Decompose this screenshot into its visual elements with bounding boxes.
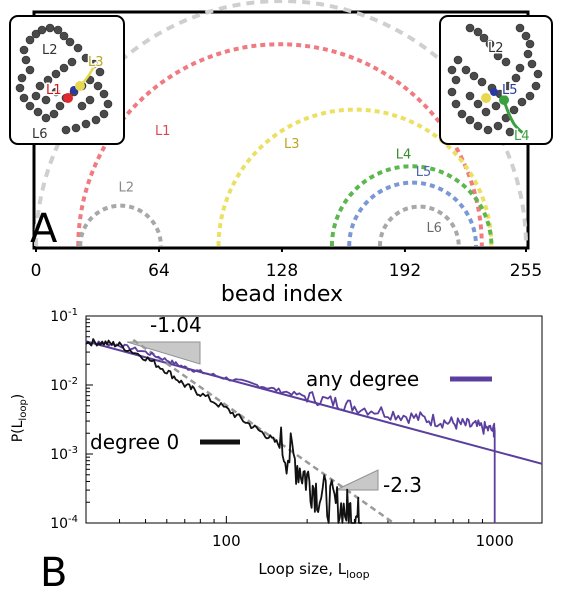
panel-b-frame <box>85 315 543 524</box>
panel-b-lines <box>85 338 543 525</box>
inset-right-blue-bead <box>490 88 498 96</box>
a-tick-label-128: 128 <box>266 261 298 281</box>
panel-b-ticks: 100 1000 10-1 10-2 10-3 10-4 <box>50 307 514 550</box>
inset-left-label-3: L1 <box>46 83 62 98</box>
b-y-tick-label: 10-1 <box>50 307 78 325</box>
inset-right: L2 L5 L4 <box>439 15 553 146</box>
inset-left-label-2: L3 <box>88 55 104 70</box>
inset-right-yellow-bead <box>481 93 491 103</box>
arc-label-l1: L1 <box>155 124 171 139</box>
b-y-tick-label: 10-2 <box>50 376 78 394</box>
arc-label-l5: L5 <box>416 165 432 180</box>
fit-line-1 <box>132 338 395 525</box>
arc-label-l4: L4 <box>396 147 412 162</box>
panel-b: 100 1000 10-1 10-2 10-3 10-4 -1.04 -2.3 any d… <box>10 307 543 592</box>
inset-right-label-3: L4 <box>514 129 530 144</box>
inset-left-label-4: L6 <box>32 127 48 142</box>
slope-label-2: -2.3 <box>383 473 422 497</box>
inset-right-frame <box>439 15 553 145</box>
b-x-tick-label-100: 100 <box>212 532 241 550</box>
inset-right-green-strand <box>502 99 529 138</box>
inset-left-yellow-strand <box>79 61 98 87</box>
panel-a-x-label: bead index <box>221 282 343 307</box>
y-axis-label: P(Lloop) <box>10 394 29 443</box>
inset-right-label-1: L2 <box>488 41 504 56</box>
arc-l3 <box>216 107 494 247</box>
a-tick-label-0: 0 <box>31 261 42 281</box>
panel-a-x-ticks: 0 64 128 192 255 <box>31 248 542 281</box>
inset-left: L2 L3 L1 L6 <box>9 15 125 145</box>
arc-l5 <box>347 180 479 247</box>
inset-left-label-1: L2 <box>42 43 58 58</box>
panel-a-label: A <box>30 206 58 252</box>
panel-a: L1 L2 L3 L4 L5 L6 L2 L3 L1 <box>9 0 553 307</box>
series-line-1 <box>85 338 363 524</box>
arc-label-l3: L3 <box>284 137 300 152</box>
b-y-tick-label: 10-4 <box>50 514 78 532</box>
slope-triangle-2 <box>335 469 379 491</box>
panel-b-label: B <box>40 550 67 592</box>
arc-l1 <box>76 42 484 247</box>
a-tick-label-192: 192 <box>389 261 421 281</box>
polymer-left-picture <box>15 23 113 135</box>
b-x-tick-label-1000: 1000 <box>476 532 514 550</box>
arc-l2 <box>78 203 163 247</box>
legend-any-degree: any degree <box>306 367 419 391</box>
arc-l6 <box>377 204 461 247</box>
arc-label-l2: L2 <box>119 181 135 196</box>
inset-right-label-2: L5 <box>502 83 518 98</box>
series-line-0 <box>85 340 496 523</box>
b-y-tick-label: 10-3 <box>50 445 78 463</box>
legend-degree-0: degree 0 <box>90 430 179 454</box>
inset-left-red-bead <box>63 93 73 103</box>
x-axis-label: Loop size, Lloop <box>258 560 369 581</box>
polymer-right-picture <box>447 23 543 137</box>
fit-line-0 <box>85 340 543 465</box>
a-tick-label-255: 255 <box>510 261 542 281</box>
slope-label-1: -1.04 <box>150 313 202 337</box>
arc-label-l6: L6 <box>426 221 442 236</box>
a-tick-label-64: 64 <box>148 261 170 281</box>
arc-l4 <box>329 164 494 247</box>
